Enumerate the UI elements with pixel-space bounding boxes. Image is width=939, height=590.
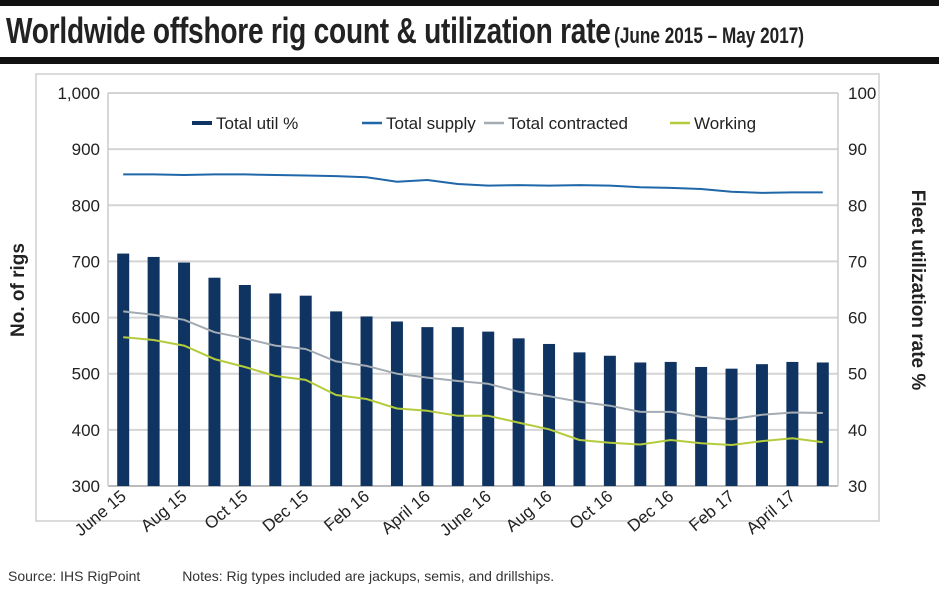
bar-util xyxy=(816,362,829,486)
x-tick-label: Dec 16 xyxy=(624,487,677,536)
bar-util xyxy=(573,352,586,486)
legend-label: Working xyxy=(694,114,756,133)
bar-util xyxy=(482,331,495,486)
bar-util xyxy=(695,366,708,486)
chart-title-block: Worldwide offshore rig count & utilizati… xyxy=(6,10,804,52)
bar-util xyxy=(299,295,312,486)
x-tick-label: April 17 xyxy=(743,487,799,539)
bar-util xyxy=(725,368,738,486)
y2-tick-label: 30 xyxy=(848,477,867,496)
bar-util xyxy=(786,361,799,486)
y-tick-label: 800 xyxy=(72,196,100,215)
y2-tick-label: 100 xyxy=(848,84,876,103)
y2-tick-label: 80 xyxy=(848,196,867,215)
x-tick-label: Feb 16 xyxy=(320,487,373,536)
bar-util xyxy=(360,316,373,486)
y-axis-title: No. of rigs xyxy=(8,243,29,337)
x-tick-label: Aug 15 xyxy=(137,487,190,536)
line-total-supply xyxy=(123,173,823,194)
bar-util xyxy=(664,361,677,486)
bar-util xyxy=(543,343,556,486)
bar-util xyxy=(178,262,191,486)
bar-util xyxy=(147,256,160,486)
x-tick-label: Aug 16 xyxy=(502,487,555,536)
top-rule xyxy=(0,0,939,6)
line-working xyxy=(123,336,823,446)
y-tick-label: 400 xyxy=(72,421,100,440)
legend-label: Total supply xyxy=(386,114,476,133)
footer: Source: IHS RigPoint Notes: Rig types in… xyxy=(8,568,554,584)
bar-util xyxy=(390,321,403,486)
bar-util xyxy=(512,338,525,486)
bar-util xyxy=(421,327,434,486)
chart-title: Worldwide offshore rig count & utilizati… xyxy=(6,10,611,51)
bar-util xyxy=(269,293,282,486)
bar-util xyxy=(330,311,343,486)
y2-axis-title: Fleet utilization rate % xyxy=(907,190,928,391)
x-tick-label: Oct 16 xyxy=(566,487,617,534)
y-tick-label: 1,000 xyxy=(57,84,100,103)
chart: 300 30 400 40 500 50 600 60 700 70 800 80 900 90 1,000… xyxy=(8,73,928,540)
line-total-contracted xyxy=(123,310,823,421)
y-tick-label: 300 xyxy=(72,477,100,496)
y-tick-label: 900 xyxy=(72,140,100,159)
y-tick-label: 700 xyxy=(72,252,100,271)
y2-tick-label: 90 xyxy=(848,140,867,159)
bar-util xyxy=(634,362,647,486)
x-tick-label: Dec 15 xyxy=(259,487,312,536)
y2-tick-label: 40 xyxy=(848,421,867,440)
y-tick-label: 600 xyxy=(72,309,100,328)
y2-tick-label: 70 xyxy=(848,252,867,271)
bar-util xyxy=(755,364,768,486)
x-tick-label: June 16 xyxy=(436,487,495,540)
x-tick-label: Oct 15 xyxy=(201,487,252,534)
bar-util xyxy=(238,285,251,486)
bar-util xyxy=(603,355,616,486)
bar-util xyxy=(451,327,464,486)
y2-tick-label: 60 xyxy=(848,309,867,328)
bar-util xyxy=(117,253,130,486)
bar-util xyxy=(208,277,221,486)
source-note: Source: IHS RigPoint xyxy=(8,568,141,584)
y2-tick-label: 50 xyxy=(848,365,867,384)
legend-label: Total util % xyxy=(216,114,298,133)
notes: Notes: Rig types included are jackups, s… xyxy=(182,568,555,584)
chart-frame xyxy=(35,73,880,522)
title-rule xyxy=(0,57,939,64)
x-tick-label: Feb 17 xyxy=(685,487,738,536)
chart-subtitle: (June 2015 – May 2017) xyxy=(614,23,805,48)
y-tick-label: 500 xyxy=(72,365,100,384)
legend-label: Total contracted xyxy=(508,114,628,133)
x-tick-label: April 16 xyxy=(378,487,434,539)
